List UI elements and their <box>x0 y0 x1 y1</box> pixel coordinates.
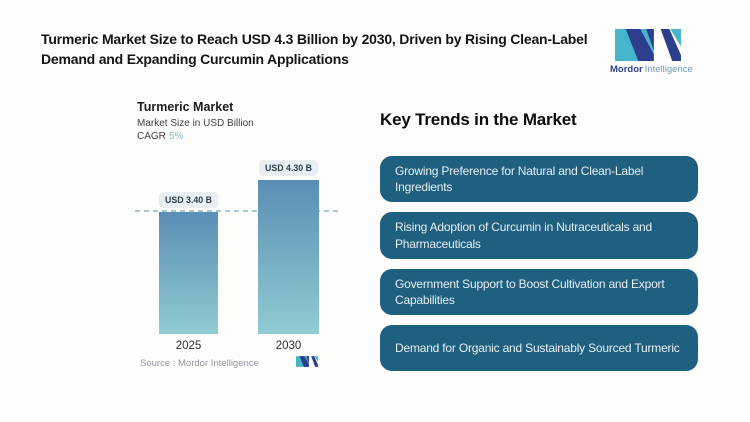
chart-title: Turmeric Market <box>137 100 234 114</box>
bar-value-label-2025: USD 3.40 B <box>159 192 218 208</box>
trend-card-government-support: Government Support to Boost Cultivation … <box>380 268 698 316</box>
bar-value-text: USD 4.30 B <box>265 163 312 173</box>
mordor-logo-mark-icon <box>615 29 681 61</box>
mordor-intelligence-logo: Mordor Intelligence <box>610 29 693 75</box>
trend-card-organic-demand: Demand for Organic and Sustainably Sourc… <box>380 325 698 372</box>
page-title: Turmeric Market Size to Reach USD 4.3 Bi… <box>41 31 588 67</box>
logo-word-intelligence: Intelligence <box>644 64 693 75</box>
trend-card-curcumin-adoption: Rising Adoption of Curcumin in Nutraceut… <box>380 212 698 259</box>
cagr-value: 5% <box>168 131 184 142</box>
bar-group-2030: USD 4.30 B 2030 <box>258 160 319 352</box>
trend-card-label: Rising Adoption of Curcumin in Nutraceut… <box>395 220 653 251</box>
trend-card-label: Demand for Organic and Sustainably Sourc… <box>395 341 680 356</box>
chart-cagr: CAGR 5% <box>137 131 183 142</box>
trend-list: Growing Preference for Natural and Clean… <box>380 156 698 372</box>
key-trends-heading: Key Trends in the Market <box>380 110 577 129</box>
bar-value-label-2030: USD 4.30 B <box>259 160 318 176</box>
bar-column-2025 <box>159 212 218 334</box>
trend-card-label: Growing Preference for Natural and Clean… <box>395 164 644 195</box>
bar-column-2030 <box>258 180 319 334</box>
cagr-label: CAGR <box>137 131 166 142</box>
trend-card-label: Government Support to Boost Cultivation … <box>395 276 665 307</box>
x-tick-2025: 2025 <box>175 340 202 352</box>
chart-subtitle: Market Size in USD Billion <box>137 118 254 129</box>
trend-card-clean-label: Growing Preference for Natural and Clean… <box>380 156 698 203</box>
bar-group-2025: USD 3.40 B 2025 <box>159 192 218 352</box>
logo-wordmark: Mordor Intelligence <box>610 64 693 75</box>
reference-line <box>135 210 341 212</box>
logo-word-mordor: Mordor <box>610 64 643 75</box>
mordor-mini-logo-icon <box>296 356 318 367</box>
x-tick-2030: 2030 <box>275 340 302 352</box>
key-trends-section: Key Trends in the Market Growing Prefere… <box>380 110 698 372</box>
chart-source: Source : Mordor Intelligence <box>140 358 259 369</box>
bar-chart-plot: USD 3.40 B 2025 USD 4.30 B 2030 <box>133 100 343 352</box>
bar-value-text: USD 3.40 B <box>165 195 212 205</box>
